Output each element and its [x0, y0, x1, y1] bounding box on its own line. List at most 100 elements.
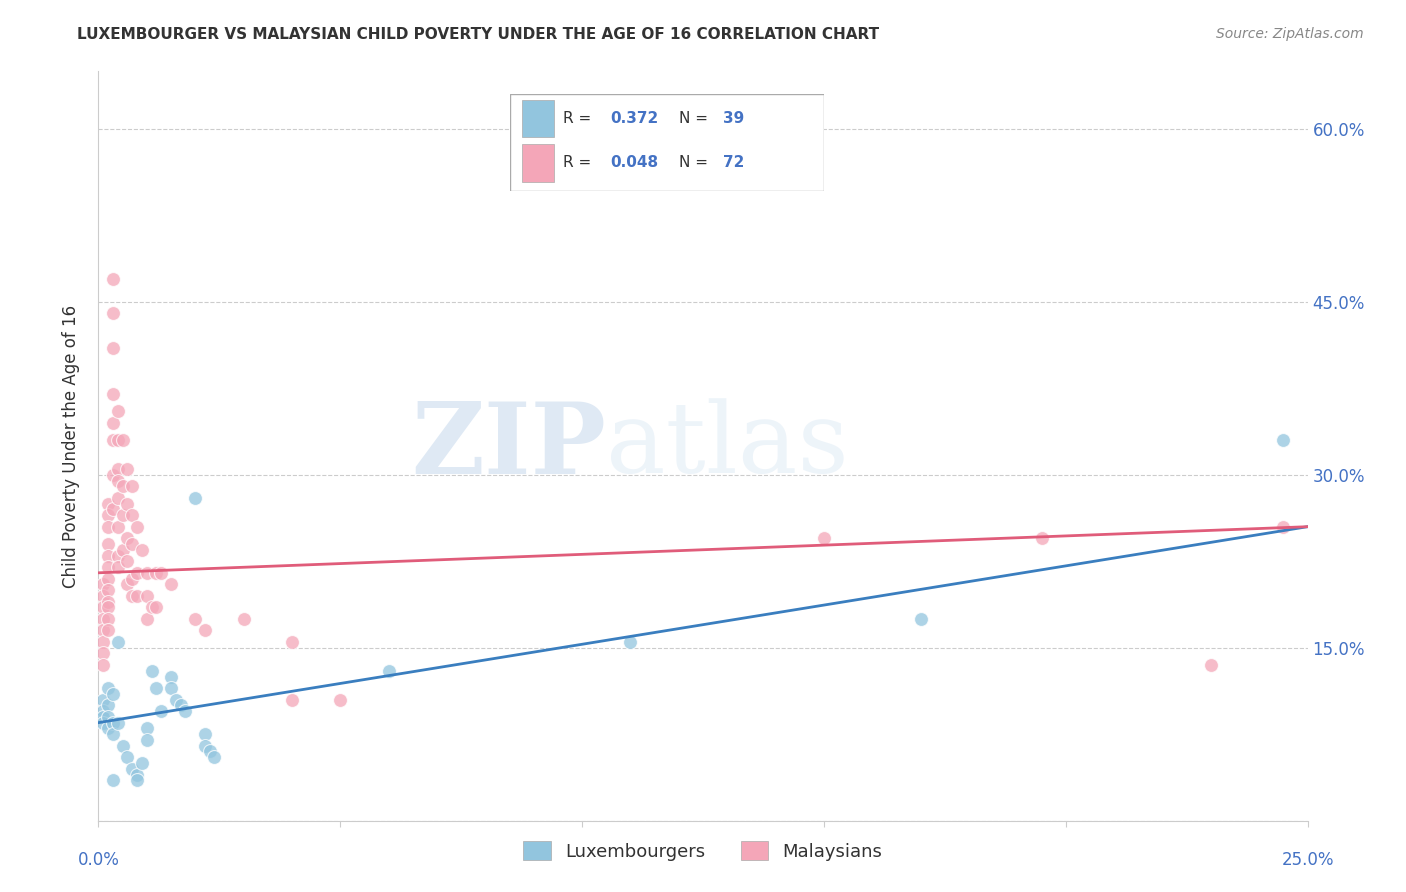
- Point: [1272, 434, 1295, 448]
- Point: [281, 635, 304, 649]
- Point: [1031, 531, 1053, 545]
- Point: [910, 612, 932, 626]
- Point: [97, 508, 120, 523]
- Point: [97, 710, 120, 724]
- Point: [101, 341, 124, 355]
- Point: [97, 722, 120, 736]
- Point: [135, 612, 157, 626]
- Point: [107, 462, 129, 476]
- Point: [97, 612, 120, 626]
- Point: [97, 519, 120, 533]
- Point: [184, 491, 207, 505]
- Text: atlas: atlas: [606, 398, 849, 494]
- Point: [150, 704, 173, 718]
- Point: [194, 624, 217, 638]
- Point: [107, 474, 129, 488]
- Point: [135, 733, 157, 747]
- Point: [97, 497, 120, 511]
- Point: [97, 624, 120, 638]
- Point: [127, 589, 149, 603]
- Point: [107, 549, 129, 563]
- Point: [145, 681, 167, 695]
- Y-axis label: Child Poverty Under the Age of 16: Child Poverty Under the Age of 16: [62, 304, 80, 588]
- Point: [1272, 519, 1295, 533]
- Text: 25.0%: 25.0%: [1281, 851, 1334, 869]
- Point: [107, 491, 129, 505]
- Point: [107, 434, 129, 448]
- Point: [160, 681, 183, 695]
- Point: [107, 635, 129, 649]
- Point: [97, 560, 120, 574]
- Point: [127, 767, 149, 781]
- Point: [121, 537, 143, 551]
- Point: [101, 387, 124, 401]
- Point: [97, 681, 120, 695]
- Point: [135, 589, 157, 603]
- Point: [101, 306, 124, 320]
- Point: [111, 508, 134, 523]
- Point: [101, 502, 124, 516]
- Point: [117, 554, 139, 568]
- Point: [91, 600, 114, 615]
- Point: [145, 600, 167, 615]
- Text: ZIP: ZIP: [412, 398, 606, 494]
- Point: [91, 647, 114, 661]
- Point: [121, 508, 143, 523]
- Point: [813, 531, 835, 545]
- Point: [127, 773, 149, 788]
- Point: [117, 577, 139, 591]
- Point: [97, 537, 120, 551]
- Point: [107, 519, 129, 533]
- Point: [107, 715, 129, 730]
- Point: [97, 594, 120, 608]
- Point: [135, 722, 157, 736]
- Point: [111, 542, 134, 557]
- Point: [91, 692, 114, 706]
- Legend: Luxembourgers, Malaysians: Luxembourgers, Malaysians: [516, 834, 890, 868]
- Point: [117, 497, 139, 511]
- Point: [232, 612, 254, 626]
- Text: Source: ZipAtlas.com: Source: ZipAtlas.com: [1216, 27, 1364, 41]
- Point: [141, 600, 163, 615]
- Point: [91, 589, 114, 603]
- Point: [91, 612, 114, 626]
- Point: [107, 560, 129, 574]
- Point: [111, 434, 134, 448]
- Point: [101, 687, 124, 701]
- Point: [135, 566, 157, 580]
- Point: [91, 635, 114, 649]
- Point: [91, 577, 114, 591]
- Point: [121, 762, 143, 776]
- Point: [150, 566, 173, 580]
- Point: [97, 600, 120, 615]
- Point: [117, 462, 139, 476]
- Point: [127, 566, 149, 580]
- Point: [131, 542, 153, 557]
- Point: [111, 479, 134, 493]
- Point: [91, 704, 114, 718]
- Point: [1199, 658, 1222, 673]
- Point: [121, 479, 143, 493]
- Point: [165, 692, 187, 706]
- Point: [117, 531, 139, 545]
- Point: [91, 710, 114, 724]
- Point: [377, 664, 399, 678]
- Point: [97, 698, 120, 713]
- Point: [101, 727, 124, 741]
- Point: [101, 434, 124, 448]
- Point: [127, 519, 149, 533]
- Point: [131, 756, 153, 770]
- Point: [169, 698, 191, 713]
- Point: [329, 692, 352, 706]
- Point: [121, 589, 143, 603]
- Point: [160, 577, 183, 591]
- Point: [101, 715, 124, 730]
- Point: [204, 750, 226, 764]
- Point: [194, 727, 217, 741]
- Point: [91, 624, 114, 638]
- Text: 0.0%: 0.0%: [77, 851, 120, 869]
- Point: [194, 739, 217, 753]
- Point: [91, 658, 114, 673]
- Point: [619, 635, 641, 649]
- Point: [101, 272, 124, 286]
